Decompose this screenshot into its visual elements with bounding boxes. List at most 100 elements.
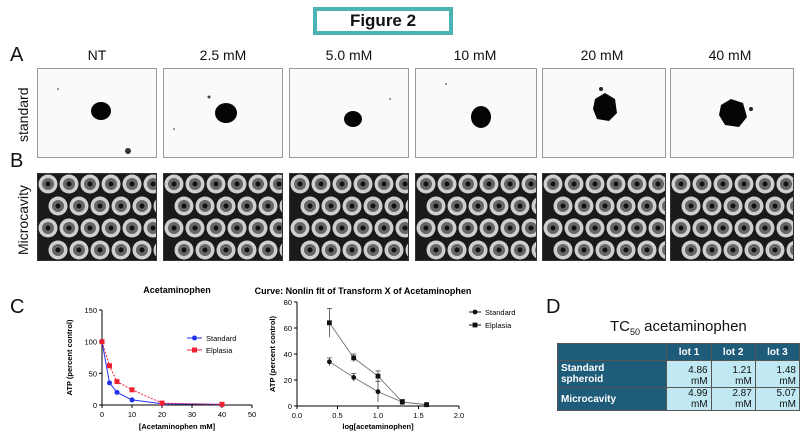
microcavity-image-nt: [37, 173, 157, 261]
microcavity-spheroid: [255, 181, 261, 187]
microcavity-spheroid: [634, 225, 640, 231]
chart1-x-label: [Acetaminophen mM]: [139, 422, 216, 431]
spheroid-image-40mm: [670, 68, 794, 158]
microcavity-well: [153, 199, 156, 213]
tc50-header-lot2: lot 2: [710, 343, 756, 361]
microcavity-well: [405, 199, 408, 213]
microcavity-spheroid: [318, 181, 324, 187]
chart2-point-standard: [351, 375, 357, 380]
microcavity-spheroid: [666, 248, 667, 253]
chart2-x-tick-label: 0.5: [332, 411, 342, 420]
chart2-point-standard: [327, 359, 332, 365]
condition-label-2-5mm: 2.5 mM: [199, 47, 247, 63]
tc50-cell-microcavity-lot1: 4.99 mM: [666, 387, 712, 411]
chart2-legend-label-standard: Standard: [485, 308, 515, 317]
microcavity-spheroid: [592, 181, 598, 187]
spheroid-image-20mm: [542, 68, 666, 158]
condition-label-nt: NT: [87, 47, 107, 63]
tc50-cell-standard-lot2: 1.21 mM: [710, 360, 756, 388]
microcavity-spheroid: [118, 203, 124, 209]
chart2-x-tick-label: 0.0: [292, 411, 302, 420]
microcavity-spheroid: [118, 247, 124, 253]
microcavity-spheroid: [181, 247, 187, 253]
microcavity-spheroid: [720, 225, 726, 231]
chart2-y-tick-label: 20: [284, 376, 292, 385]
condition-label-10mm: 10 mM: [453, 47, 497, 63]
chart1-x-tick-label: 10: [128, 410, 136, 419]
chart2-x-tick-label: 2.0: [454, 411, 464, 420]
microcavity-well-inner: [535, 202, 536, 210]
microcavity-spheroid: [507, 181, 513, 187]
microcavity-spheroid: [244, 203, 250, 209]
microcavity-well: [531, 241, 536, 259]
microcavity-spheroid: [720, 181, 726, 187]
panel-letter-b: B: [10, 150, 24, 172]
microcavity-spheroid: [349, 247, 355, 253]
microcavity-spheroid: [129, 225, 135, 231]
microcavity-spheroid: [517, 203, 523, 209]
microcavity-spheroid: [762, 225, 768, 231]
microcavity-spheroid: [97, 247, 103, 253]
chart2-legend-marker-standard: [472, 309, 478, 315]
microcavity-spheroid: [571, 225, 577, 231]
microcavity-spheroid: [517, 247, 523, 253]
spheroid-image-10mm: [415, 68, 537, 158]
microcavity-well: [786, 196, 793, 216]
tc50-title-prefix: TC: [610, 318, 630, 335]
microcavity-spheroid: [234, 225, 240, 231]
microcavity-spheroid: [571, 181, 577, 187]
chart2-y-tick-label: 40: [284, 350, 292, 359]
panel-letter-d: D: [546, 296, 561, 318]
microcavity-spheroid: [66, 181, 72, 187]
microcavity-spheroid: [55, 203, 61, 209]
microcavity-spheroid: [276, 181, 282, 187]
chart1-legend-marker-elplasia: [192, 347, 197, 353]
microcavity-spheroid: [465, 181, 471, 187]
microcavity-spheroid: [360, 181, 366, 187]
microcavity-spheroid: [623, 203, 629, 209]
microcavity-spheroid: [381, 181, 387, 187]
microcavity-spheroid: [444, 225, 450, 231]
microcavity-spheroid: [602, 247, 608, 253]
microcavity-spheroid: [507, 225, 513, 231]
microcavity-spheroid: [223, 247, 229, 253]
microcavity-spheroid: [129, 181, 135, 187]
microcavity-spheroid: [751, 203, 757, 209]
microcavity-spheroid: [423, 225, 429, 231]
microcavity-spheroid: [265, 247, 271, 253]
microcavity-spheroid: [730, 203, 736, 209]
chart2-y-tick-label: 60: [284, 324, 292, 333]
microcavity-spheroid: [741, 181, 747, 187]
tc50-title-suffix: acetaminophen: [640, 318, 747, 335]
microcavity-spheroid: [213, 181, 219, 187]
microcavity-spheroid: [76, 247, 82, 253]
chart2-point-standard: [375, 389, 381, 395]
microcavity-spheroid: [391, 247, 397, 253]
microcavity-spheroid: [560, 203, 566, 209]
microcavity-spheroid: [550, 225, 556, 231]
microcavity-spheroid: [66, 225, 72, 231]
row-label-standard: standard: [15, 87, 31, 142]
microcavity-spheroid: [45, 181, 51, 187]
tc50-cell-standard-lot3: 1.48 mM: [754, 360, 800, 388]
tc50-header-lot3: lot 3: [754, 343, 800, 361]
microcavity-spheroid: [423, 181, 429, 187]
chart1-legend-marker-standard: [192, 335, 197, 341]
microcavity-spheroid: [678, 225, 684, 231]
microcavity-spheroid: [87, 181, 93, 187]
microcavity-spheroid: [794, 204, 795, 209]
microcavity-spheroid: [192, 181, 198, 187]
microcavity-spheroid: [486, 181, 492, 187]
spheroid-image-5mm: [289, 68, 409, 158]
chart2-title: Curve: Nonlin fit of Transform X of Acet…: [255, 286, 472, 296]
microcavity-spheroid: [699, 181, 705, 187]
microcavity-well: [786, 240, 793, 260]
microcavity-spheroid: [223, 203, 229, 209]
microcavity-well: [279, 199, 282, 213]
microcavity-spheroid: [783, 181, 789, 187]
chart1-point-elplasia: [129, 387, 135, 393]
chart2-x-label: log[acetaminophen]: [342, 422, 414, 431]
microcavity-spheroid: [381, 225, 387, 231]
microcavity-spheroid: [213, 225, 219, 231]
microcavity-spheroid: [370, 203, 376, 209]
